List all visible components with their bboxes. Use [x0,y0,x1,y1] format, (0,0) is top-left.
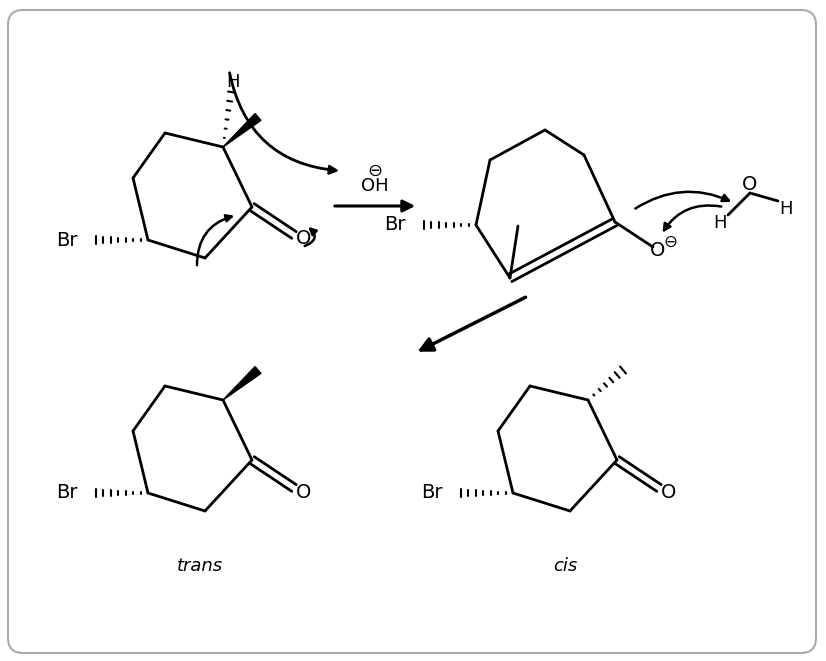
Text: O: O [297,229,311,249]
Text: trans: trans [177,557,223,575]
FancyBboxPatch shape [8,10,816,653]
Text: OH: OH [361,177,389,195]
Text: Br: Br [384,215,406,235]
Text: cis: cis [553,557,577,575]
Text: ⊖: ⊖ [368,162,382,180]
Text: H: H [779,200,793,218]
Text: O: O [297,483,311,502]
Text: H: H [713,214,727,232]
Text: H: H [226,73,240,91]
Text: Br: Br [56,231,78,249]
Polygon shape [223,367,261,400]
Polygon shape [223,114,261,147]
Text: Br: Br [56,483,78,502]
Text: Br: Br [421,483,443,502]
Text: ⊖: ⊖ [663,233,677,251]
Text: O: O [662,483,676,502]
Text: O: O [650,241,666,260]
Text: O: O [743,176,757,194]
